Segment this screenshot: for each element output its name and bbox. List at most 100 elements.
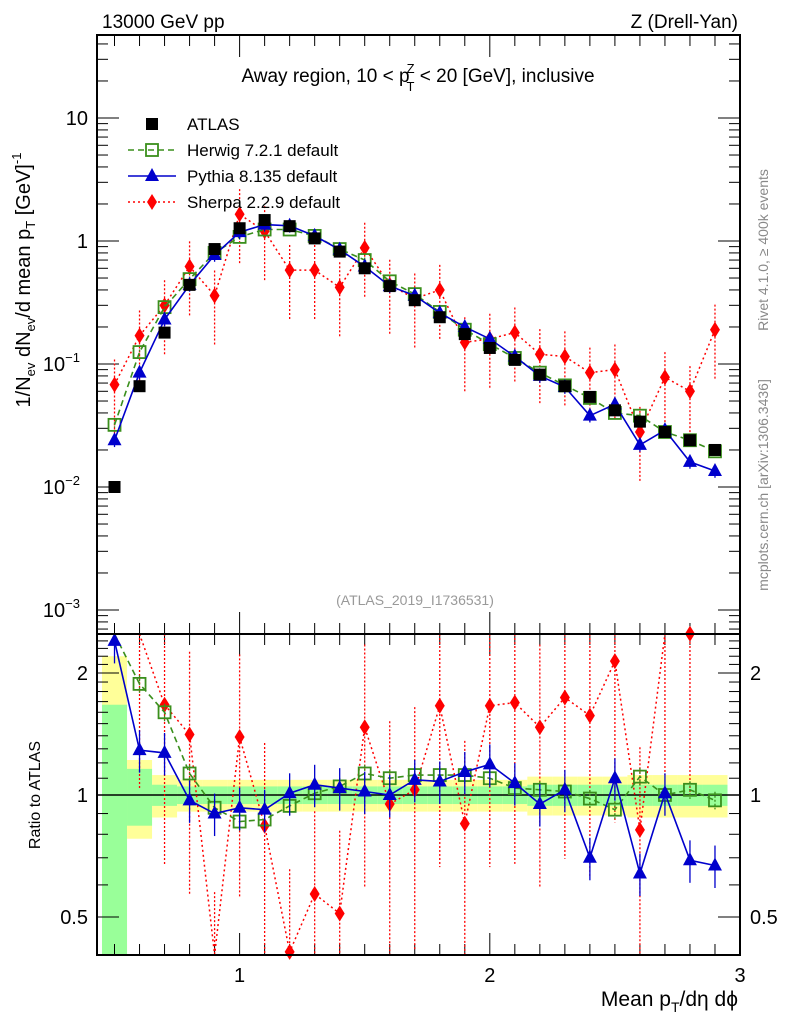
legend-marker	[145, 168, 159, 181]
legend-label: Sherpa 2.2.9 default	[187, 193, 340, 212]
data-point	[132, 364, 147, 378]
series-herwig	[107, 222, 722, 459]
ratio-point	[559, 689, 570, 706]
data-point	[508, 353, 521, 366]
data-point	[609, 361, 620, 378]
data-point	[707, 462, 722, 476]
ratio-point	[132, 742, 147, 756]
legend-entry: Herwig 7.2.1 default	[128, 141, 338, 160]
y-tick-label: 1	[77, 231, 88, 253]
legend-entry: ATLAS	[146, 115, 240, 134]
data-point	[482, 330, 497, 344]
data-point	[582, 407, 597, 421]
legend-label: ATLAS	[187, 115, 240, 134]
ratio-point	[359, 719, 370, 736]
series-line	[113, 228, 716, 453]
ratio-point	[484, 697, 495, 714]
ratio-point	[182, 766, 197, 781]
ratio-y-tick-label: 0.5	[60, 907, 88, 929]
series-atlas	[108, 214, 721, 493]
analysis-id-annotation: (ATLAS_2019_I1736531)	[336, 592, 494, 608]
data-point	[559, 348, 570, 365]
legend-marker	[146, 118, 158, 130]
data-point	[534, 346, 545, 363]
ratio-point	[282, 785, 297, 799]
ratio-point	[609, 653, 620, 670]
y-tick-label: 10	[66, 108, 88, 130]
ratio-series-line	[113, 640, 716, 877]
ratio-point	[584, 707, 595, 724]
ratio-band-inner	[127, 768, 153, 826]
y-tick-exponent: −2	[65, 473, 80, 488]
ratio-y-tick-label-right: 0.5	[750, 907, 778, 929]
ratio-point	[507, 775, 522, 789]
data-point	[358, 262, 371, 275]
ratio-point	[132, 676, 147, 691]
data-point	[359, 239, 370, 256]
ratio-point	[457, 763, 472, 777]
ratio-point	[407, 771, 422, 785]
legend-entry: Pythia 8.135 default	[128, 167, 338, 186]
ratio-point	[284, 943, 295, 960]
legend: ATLAS Herwig 7.2.1 default Pythia 8.135 de…	[128, 115, 340, 212]
ratio-point	[232, 799, 247, 813]
data-point	[408, 294, 421, 307]
ratio-point	[184, 726, 195, 743]
ratio-y-tick-label-right: 1	[750, 785, 761, 807]
data-point	[433, 311, 446, 324]
data-point	[209, 287, 220, 304]
data-point	[258, 214, 271, 227]
title-sup: Z	[407, 61, 415, 76]
data-point	[634, 423, 645, 440]
header-right-label: Z (Drell-Yan)	[631, 12, 738, 33]
data-point	[158, 326, 171, 339]
ratio-y-tick-label: 1	[77, 785, 88, 807]
data-point	[283, 220, 296, 233]
data-point	[233, 222, 246, 235]
legend-marker	[145, 143, 159, 157]
data-point	[333, 245, 346, 258]
data-point	[383, 280, 396, 293]
data-point	[309, 262, 320, 279]
ratio-point	[357, 783, 372, 797]
data-point	[533, 368, 546, 381]
data-point	[683, 434, 696, 447]
y-tick-label: 10−1	[43, 350, 80, 376]
legend-label: Pythia 8.135 default	[187, 167, 338, 186]
ratio-y-tick-label-right: 2	[750, 663, 761, 685]
x-tick-label: 2	[484, 965, 495, 987]
ratio-point	[509, 694, 520, 711]
data-point	[334, 279, 345, 296]
ratio-panel: 2 2 1 1 0.5 0.5 Ratio to ATLAS	[27, 625, 778, 960]
main-y-axis-label: 1/Nev dNev/d mean pT [GeV]-1	[9, 153, 38, 408]
ratio-point	[182, 792, 197, 806]
ratio-y-tick-label: 2	[77, 663, 88, 685]
y-tick-exponent: −1	[65, 350, 80, 365]
ratio-series-pythia	[107, 632, 722, 897]
rivet-version-label: Rivet 4.1.0, ≥ 400k events	[755, 169, 771, 331]
ratio-point	[434, 697, 445, 714]
ratio-point	[534, 719, 545, 736]
ratio-point	[257, 801, 272, 815]
legend-label: Herwig 7.2.1 default	[187, 141, 338, 160]
ratio-panel-frame	[96, 633, 741, 956]
data-point	[709, 321, 720, 338]
x-tick-label: 1	[234, 965, 245, 987]
ratio-point	[634, 821, 645, 838]
ratio-point	[334, 905, 345, 922]
legend-entry: Sherpa 2.2.9 default	[128, 193, 340, 212]
ratio-point	[157, 705, 172, 720]
ratio-point	[207, 805, 222, 819]
data-point	[608, 404, 621, 417]
data-point	[483, 341, 496, 354]
ratio-point	[157, 744, 172, 758]
data-point	[134, 327, 145, 344]
ratio-point	[682, 852, 697, 866]
data-point	[308, 232, 321, 245]
main-panel: 10 1 10−1 10−2 10−3 Away region, 10 < pZ T < …	[9, 34, 741, 635]
ratio-point	[307, 776, 322, 790]
legend-marker	[147, 194, 157, 210]
ratio-point	[432, 773, 447, 787]
ratio-point	[234, 729, 245, 746]
mcplots-label: mcplots.cern.ch [arXiv:1306.3436]	[755, 379, 771, 591]
